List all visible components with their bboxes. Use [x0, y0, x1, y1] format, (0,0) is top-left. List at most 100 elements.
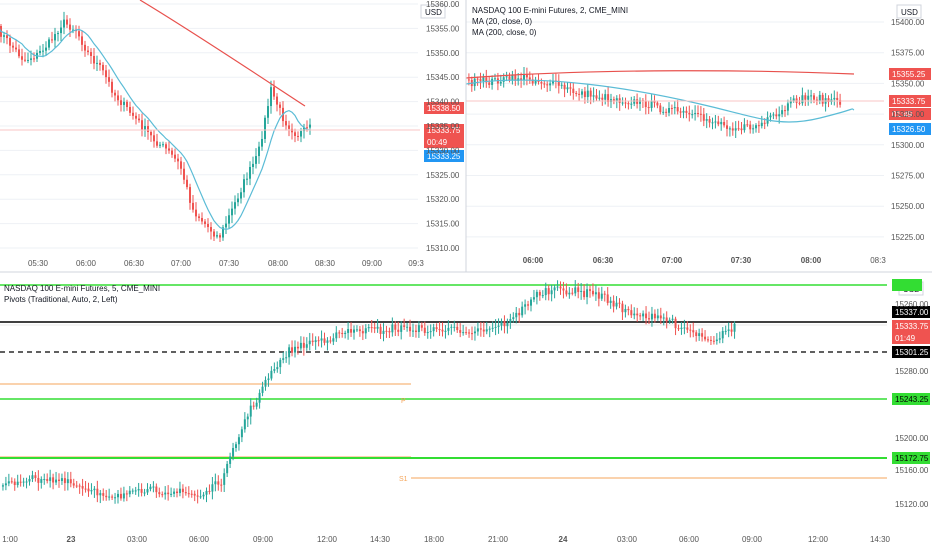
bottom-candle — [291, 347, 294, 353]
bottom-candle — [600, 293, 603, 299]
bottom-candle — [715, 339, 718, 342]
bottom-candle — [131, 490, 134, 492]
bottom-candle — [93, 488, 96, 491]
bottom-time-tick: 06:00 — [679, 535, 700, 544]
top-right-candle — [749, 124, 752, 130]
top-left-candle — [279, 104, 281, 108]
top-right-candle — [656, 102, 659, 106]
bottom-candle — [63, 478, 66, 484]
top-left-price-tick: 15360.00 — [426, 0, 460, 9]
top-right-time-tick: 07:30 — [731, 256, 752, 265]
top-left-candle — [231, 208, 233, 216]
bottom-candle — [358, 329, 361, 332]
top-right-candle — [520, 78, 523, 81]
top-left-candle — [255, 156, 257, 164]
top-left-candle — [291, 128, 293, 133]
top-right-candle — [731, 128, 734, 131]
bottom-candle — [721, 330, 724, 339]
top-right-candle — [708, 119, 711, 123]
bottom-label-last-bg — [892, 320, 930, 332]
bottom-candle — [707, 339, 709, 341]
bottom-candle — [66, 479, 69, 484]
top-right-candle — [789, 100, 792, 104]
bottom-candle — [84, 488, 87, 490]
bottom-candle — [559, 286, 562, 289]
bottom-candle — [550, 290, 553, 295]
panel-bottom[interactable] — [0, 280, 887, 504]
top-left-candle — [189, 187, 191, 203]
top-left-candle — [114, 92, 116, 96]
top-right-candle — [833, 97, 836, 100]
bottom-candle — [187, 493, 190, 495]
top-left-candle — [237, 198, 239, 203]
bottom-time-tick: 09:00 — [742, 535, 763, 544]
bottom-candle — [279, 359, 282, 368]
bottom-candle — [99, 493, 102, 496]
bottom-candle — [394, 324, 397, 330]
bottom-time-tick: 23 — [67, 535, 76, 544]
top-left-price-tick: 15330.00 — [426, 146, 460, 155]
top-right-currency-badge[interactable]: USD — [896, 4, 922, 19]
top-right-candle — [685, 110, 688, 113]
top-left-time-tick: 05:30 — [28, 259, 49, 268]
top-left-currency-badge[interactable]: USD — [420, 4, 446, 19]
bottom-candle — [650, 313, 653, 320]
bottom-candle — [90, 490, 93, 492]
bottom-candle — [485, 329, 488, 332]
top-left-price-tick: 15335.00 — [426, 122, 460, 131]
top-right-price-tick: 15275.00 — [891, 172, 925, 181]
bottom-candle — [243, 419, 246, 430]
bottom-candle — [373, 327, 376, 329]
bottom-candle — [494, 326, 497, 328]
top-left-candle — [63, 19, 65, 28]
bottom-candle — [589, 289, 591, 291]
bottom-candle — [414, 330, 417, 333]
bottom-price-tick: 15200.00 — [895, 434, 929, 443]
panel-top-right[interactable] — [465, 21, 884, 238]
bottom-candle — [170, 493, 173, 495]
top-left-currency: USD — [425, 8, 442, 17]
top-left-candle — [258, 146, 260, 157]
bottom-candle — [320, 338, 323, 341]
bottom-candle — [240, 429, 243, 438]
top-right-candle — [633, 99, 636, 104]
bottom-candle — [462, 332, 465, 334]
bottom-candle — [199, 496, 202, 498]
top-right-candle — [682, 110, 685, 113]
top-right-price-tick: 15400.00 — [891, 18, 925, 27]
bottom-candle — [102, 493, 105, 496]
top-left-label-countdown: 00:49 — [427, 138, 448, 147]
axis-ticks: 15360.00 15355.00 15350.00 15345.00 15340.00… — [2, 0, 929, 544]
bottom-candle — [704, 336, 707, 340]
bottom-candle — [603, 293, 606, 295]
top-right-candle — [711, 122, 714, 124]
bottom-candle — [96, 488, 99, 496]
bottom-candle — [117, 493, 119, 498]
top-right-candle — [801, 95, 804, 104]
panel-top-left[interactable] — [0, 0, 420, 249]
bottom-candle — [294, 346, 296, 353]
top-left-candle — [123, 101, 125, 105]
top-left-candle — [147, 126, 149, 133]
bottom-candle — [155, 486, 158, 493]
top-left-candle — [24, 59, 26, 61]
bottom-candle — [583, 290, 586, 298]
bottom-candle — [119, 493, 122, 499]
bottom-candle — [353, 329, 355, 333]
top-left-label-ma20: 15333.25 — [427, 152, 461, 161]
top-right-candle — [821, 94, 824, 104]
top-right-candle — [763, 122, 766, 124]
top-left-candle — [177, 158, 179, 162]
top-left-candle — [156, 141, 158, 146]
bottom-candle — [370, 327, 373, 329]
top-right-candle — [778, 114, 781, 117]
top-left-candle — [246, 178, 248, 180]
top-left-candle — [261, 138, 263, 147]
top-right-time-tick: 06:00 — [523, 256, 544, 265]
bottom-candle — [152, 486, 155, 488]
top-left-candle — [207, 223, 209, 228]
bottom-time-tick: 03:00 — [617, 535, 638, 544]
top-left-candle — [201, 218, 203, 222]
bottom-candle — [385, 330, 388, 332]
